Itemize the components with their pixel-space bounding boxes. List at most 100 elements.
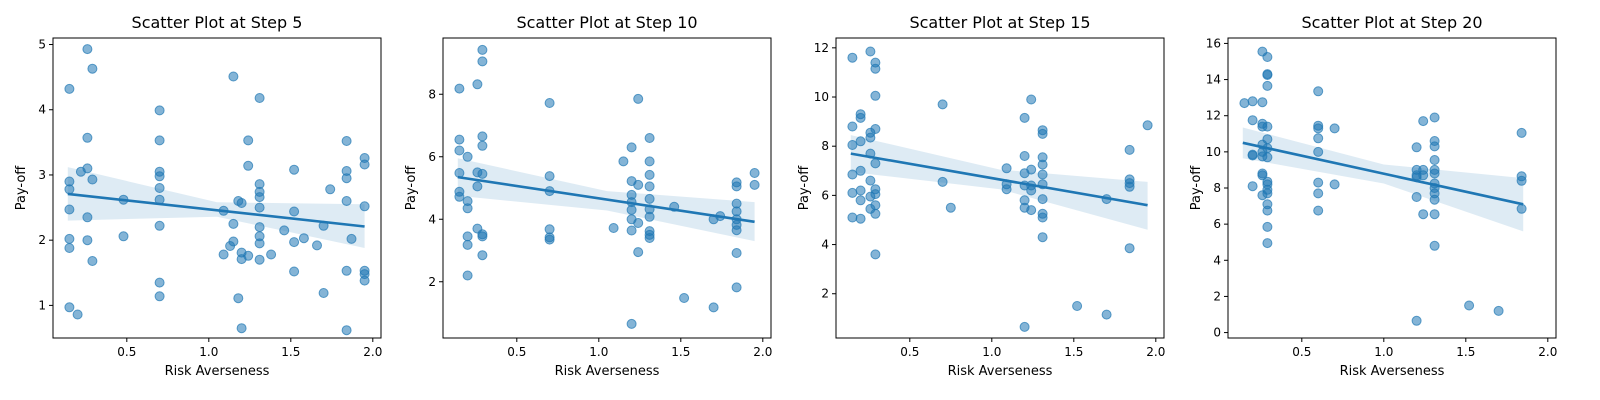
x-tick-label: 0.5: [117, 345, 136, 359]
data-point: [644, 181, 655, 192]
y-tick-label: 3: [38, 168, 46, 182]
data-point: [870, 208, 881, 219]
x-tick-label: 2.0: [363, 345, 382, 359]
y-axis-label: Pay-off: [14, 165, 29, 211]
y-tick-label: 8: [821, 139, 829, 153]
data-point: [64, 302, 75, 313]
data-point: [318, 288, 329, 298]
data-point: [937, 99, 948, 110]
regression-line: [67, 192, 365, 228]
data-point: [1247, 115, 1258, 126]
data-point: [266, 249, 277, 260]
x-tick-label: 1.5: [1456, 345, 1475, 359]
data-point: [544, 234, 555, 245]
data-point: [1262, 121, 1273, 132]
data-point: [626, 225, 637, 236]
y-tick-label: 10: [1206, 145, 1221, 159]
x-axis-label: Risk Averseness: [165, 364, 270, 379]
x-tick-label: 1.0: [1374, 345, 1393, 359]
data-point: [870, 249, 881, 260]
data-point: [154, 277, 165, 288]
data-point: [82, 132, 93, 143]
data-point: [1411, 142, 1422, 153]
data-point: [1329, 179, 1340, 190]
data-point: [870, 124, 881, 134]
data-point: [472, 79, 483, 90]
data-point: [64, 243, 75, 253]
y-tick-label: 12: [814, 41, 829, 55]
data-point: [731, 181, 742, 192]
data-point: [154, 183, 165, 193]
data-point: [462, 231, 473, 242]
data-point: [870, 63, 881, 74]
data-point: [359, 275, 370, 286]
y-tick-label: 4: [428, 212, 436, 226]
data-point: [477, 250, 488, 261]
data-point: [1262, 221, 1273, 232]
y-tick-label: 4: [38, 103, 46, 117]
data-point: [1418, 170, 1429, 181]
data-point: [1001, 184, 1012, 195]
data-point: [325, 184, 336, 195]
data-point: [749, 179, 760, 190]
data-point: [1313, 146, 1324, 157]
data-point: [1037, 169, 1048, 180]
data-point: [749, 168, 760, 178]
data-point: [870, 189, 881, 200]
data-point: [633, 247, 644, 258]
data-point: [346, 233, 357, 244]
data-point: [1313, 123, 1324, 134]
data-point: [64, 184, 75, 195]
data-point: [1026, 94, 1037, 105]
data-point: [865, 175, 876, 186]
x-tick-label: 1.5: [1064, 345, 1083, 359]
data-point: [644, 169, 655, 180]
data-point: [731, 248, 742, 258]
chart-panel-4: 0.5 1.0 1.5 2.0 0 2 4 6 8 10 12 14 16 Scatter Plot at…: [1189, 13, 1557, 379]
axes-frame: [835, 37, 1165, 339]
y-tick-label: 4: [821, 238, 829, 252]
data-point: [1019, 112, 1030, 123]
data-point: [633, 179, 644, 190]
data-point: [218, 249, 229, 260]
data-point: [477, 44, 488, 55]
data-point: [341, 173, 352, 184]
data-point: [644, 133, 655, 143]
x-tick-label: 2.0: [1538, 345, 1557, 359]
data-point: [462, 151, 473, 162]
data-point: [477, 231, 488, 242]
x-tick-label: 0.5: [1292, 345, 1311, 359]
data-point: [1247, 150, 1258, 161]
y-tick-label: 16: [1206, 36, 1221, 50]
data-point: [1493, 305, 1504, 316]
y-tick-label: 8: [428, 87, 436, 101]
data-point: [855, 165, 866, 176]
data-point: [937, 176, 948, 187]
data-point: [1516, 203, 1527, 214]
chart-title: Scatter Plot at Step 10: [516, 13, 697, 32]
data-point: [118, 231, 129, 242]
data-point: [608, 223, 619, 233]
y-tick-label: 14: [1206, 73, 1221, 87]
data-point: [154, 135, 165, 146]
y-tick-label: 4: [1213, 253, 1221, 267]
data-point: [236, 198, 247, 208]
data-point: [1411, 315, 1422, 326]
data-point: [679, 293, 690, 303]
data-point: [1262, 188, 1273, 199]
data-point: [1429, 209, 1440, 220]
x-axis-label: Risk Averseness: [1340, 364, 1445, 379]
data-point: [154, 291, 165, 302]
data-point: [633, 218, 644, 228]
y-axis-label: Pay-off: [404, 165, 419, 211]
data-point: [82, 44, 93, 55]
data-point: [341, 325, 352, 336]
data-point: [855, 213, 866, 224]
data-point: [847, 169, 858, 180]
data-point: [1313, 177, 1324, 188]
data-point: [154, 105, 165, 116]
data-point: [855, 112, 866, 123]
data-point: [1429, 168, 1440, 179]
x-tick-label: 2.0: [753, 345, 772, 359]
data-point: [644, 233, 655, 243]
